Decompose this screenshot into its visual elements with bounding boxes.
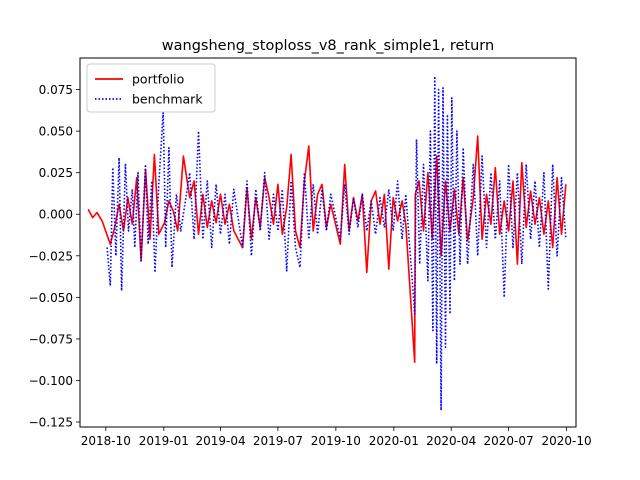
legend-box [86, 63, 216, 113]
legend-label-benchmark: benchmark [132, 92, 203, 107]
y-tick-label: −0.050 [29, 291, 73, 305]
x-tick-label: 2020-07 [483, 434, 533, 448]
y-tick-label: −0.125 [29, 416, 73, 430]
y-tick-label: 0.050 [39, 125, 73, 139]
legend-label-portfolio: portfolio [132, 72, 184, 87]
x-tick-label: 2019-04 [195, 434, 245, 448]
x-tick-label: 2020-01 [369, 434, 419, 448]
x-tick-label: 2020-04 [426, 434, 476, 448]
plot-frame [79, 57, 577, 428]
y-tick-label: −0.100 [29, 374, 73, 388]
chart-title: wangsheng_stoploss_v8_rank_simple1, retu… [162, 38, 494, 54]
y-axis: 0.075 0.050 0.025 0.000 −0.025 −0.050 −0.075 −0… [29, 83, 80, 430]
x-tick-label: 2018-10 [81, 434, 131, 448]
series-line-benchmark [106, 75, 567, 412]
x-tick-label: 2019-01 [139, 434, 189, 448]
y-tick-label: 0.075 [39, 83, 73, 97]
legend: portfolio benchmark [86, 63, 216, 113]
x-tick-label: 2019-07 [253, 434, 303, 448]
series-line-portfolio [87, 135, 567, 363]
x-tick-label: 2019-10 [311, 434, 361, 448]
series-layer [87, 75, 567, 412]
y-tick-label: 0.025 [39, 166, 73, 180]
x-tick-label: 2020-10 [541, 434, 591, 448]
y-tick-label: −0.025 [29, 249, 73, 263]
y-tick-label: −0.075 [29, 332, 73, 346]
y-tick-label: 0.000 [39, 208, 73, 222]
x-axis: 2018-10 2019-01 2019-04 2019-07 2019-10 2020-… [81, 427, 592, 448]
